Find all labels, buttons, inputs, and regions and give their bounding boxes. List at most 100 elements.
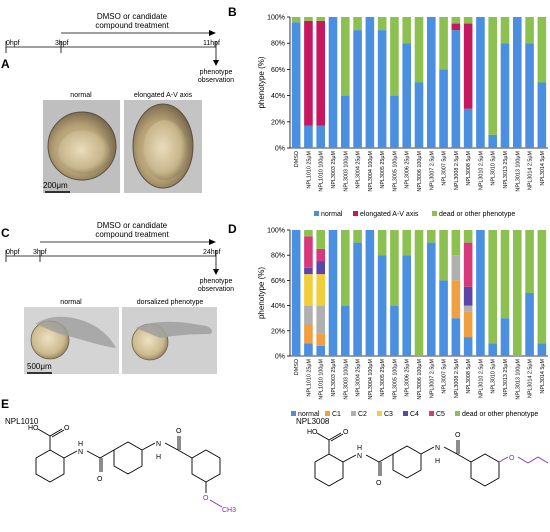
bar-segment-dead-or-other-phenotype (304, 230, 313, 237)
bar-segment-normal (463, 337, 473, 356)
bar-segment-normal (304, 343, 313, 356)
legend-swatch (403, 411, 408, 416)
x-tick-label: NPL3003 25μM (331, 150, 337, 188)
micrograph-normal-embryo (24, 307, 119, 374)
bond (517, 456, 529, 464)
bar-segment-c5 (316, 248, 326, 262)
bar-segment-dead-or-other-phenotype (390, 17, 399, 96)
bar-segment-normal (377, 255, 387, 356)
atom-o: O (176, 428, 182, 435)
atom-n: N (78, 449, 83, 456)
bond (63, 450, 78, 459)
x-tick-label: NPL3007 2.5μM (429, 151, 435, 191)
x-tick-label: NPL3005 100μM (392, 151, 398, 192)
bar-segment-normal (500, 43, 510, 149)
compound-name-npl3008: NPL3008 (296, 417, 330, 426)
x-tick-label: NPL3004 25μM (356, 358, 362, 396)
bar-segment-c1 (304, 324, 313, 344)
bar-segment-normal (451, 30, 461, 149)
atom-h: H (357, 445, 362, 452)
observation-label-2: observation (198, 77, 234, 84)
bar-segment-dead-or-other-phenotype (439, 230, 448, 281)
bar-segment-dead-or-other-phenotype (414, 230, 424, 356)
x-tick-label: NPL3013 100μM (515, 151, 521, 192)
bar-segment-normal (414, 82, 424, 148)
y-tick-label: 100% (267, 228, 285, 235)
bond (328, 432, 342, 441)
atom-h: H (435, 458, 440, 465)
timepoint-end: 24hpf (203, 249, 221, 256)
bar-segment-normal (537, 343, 547, 356)
timepoint-3hpf: 3hpf (33, 249, 47, 256)
bar-segment-normal (365, 17, 375, 148)
x-tick-label: NPL1010 25μM (306, 150, 312, 188)
bar-segment-dead-or-other-phenotype (488, 230, 498, 344)
atom-o: O (509, 455, 515, 462)
panel-letter-a: A (1, 57, 10, 71)
x-tick-label: NPL1010 100μM (319, 359, 325, 400)
bar-segment-normal (291, 230, 301, 356)
timepoint-0hpf: 0hpf (6, 40, 20, 47)
legend-swatch (314, 211, 319, 216)
observation-label-1: phenotype (200, 69, 233, 76)
x-tick-label: NPL3006 100μM (417, 359, 423, 400)
bar-segment-dead-or-other-phenotype (316, 230, 326, 249)
bar-segment-c1 (463, 311, 473, 338)
y-tick-label: 0% (275, 354, 285, 361)
micrograph-normal-egg (43, 100, 120, 193)
x-tick-label: NPL3006 100μM (417, 151, 423, 192)
atom-ch3: CH3 (222, 507, 236, 514)
atom-o: O (376, 480, 382, 487)
y-tick-label: 80% (271, 253, 285, 260)
y-axis-label: phenotype (%) (257, 56, 266, 108)
bar-segment-c3 (316, 274, 326, 306)
legend-swatch (325, 411, 330, 416)
panel-e: E NPL1010 NPL3008 HO O N H (1, 397, 549, 514)
atom-n: N (156, 441, 161, 448)
bar-segment-dead-or-other-phenotype (463, 17, 473, 24)
legend-swatch (455, 411, 460, 416)
x-tick-label: NPL3004 25μM (356, 150, 362, 188)
y-tick-label: 80% (271, 41, 285, 48)
bar-segment-c3 (304, 274, 313, 306)
treatment-label-2: compound treatment (95, 21, 169, 30)
bar-segment-dead-or-other-phenotype (500, 230, 510, 319)
x-tick-label: NPL3010 5μM (491, 150, 497, 185)
legend-label: normal (298, 411, 320, 418)
bond (99, 449, 115, 459)
legend-label: C1 (332, 411, 341, 418)
y-tick-label: 20% (271, 328, 285, 335)
y-tick-label: 0% (275, 146, 285, 153)
observation-label-1: phenotype (200, 278, 233, 285)
y-tick-label: 40% (271, 93, 285, 100)
atom-ho: HO (28, 425, 39, 432)
atom-ho: HO (307, 429, 318, 436)
x-tick-label: NPL3004 100μM (368, 151, 374, 192)
scale-label: 200μm (43, 181, 68, 190)
x-tick-label: NPL3003 25μM (331, 358, 337, 396)
bond (456, 453, 472, 463)
legend-swatch (291, 411, 296, 416)
bond (443, 446, 458, 455)
bar-segment-dead-or-other-phenotype (426, 230, 436, 243)
legend-label: dead or other phenotype (462, 411, 538, 418)
treatment-arrowhead (209, 30, 216, 36)
bar-segment-dead-or-other-phenotype (390, 230, 399, 306)
legend-swatch (351, 411, 356, 416)
bar-segment-normal (439, 69, 448, 148)
bar-segment-elongated-a-v-axis (304, 20, 313, 126)
panel-a: A 0hpf 3hpf 11hpf DMSO or candidate comp… (1, 12, 234, 193)
treatment-label-1: DMSO or candidate (97, 12, 168, 21)
benzene-ring-2 (113, 441, 143, 475)
bar-segment-c4 (463, 286, 473, 306)
panel-letter-b: B (228, 5, 237, 19)
x-tick-label: NPL3010 5μM (491, 358, 497, 393)
legend-label: normal (321, 211, 343, 218)
bar-segment-normal (512, 17, 522, 148)
bond (527, 456, 539, 464)
atom-h: H (78, 441, 83, 448)
bar-segment-c4 (316, 261, 326, 275)
bar-segment-dead-or-other-phenotype (451, 17, 461, 24)
micrograph-elongated-egg (124, 100, 202, 193)
bar-segment-dead-or-other-phenotype (537, 230, 547, 344)
